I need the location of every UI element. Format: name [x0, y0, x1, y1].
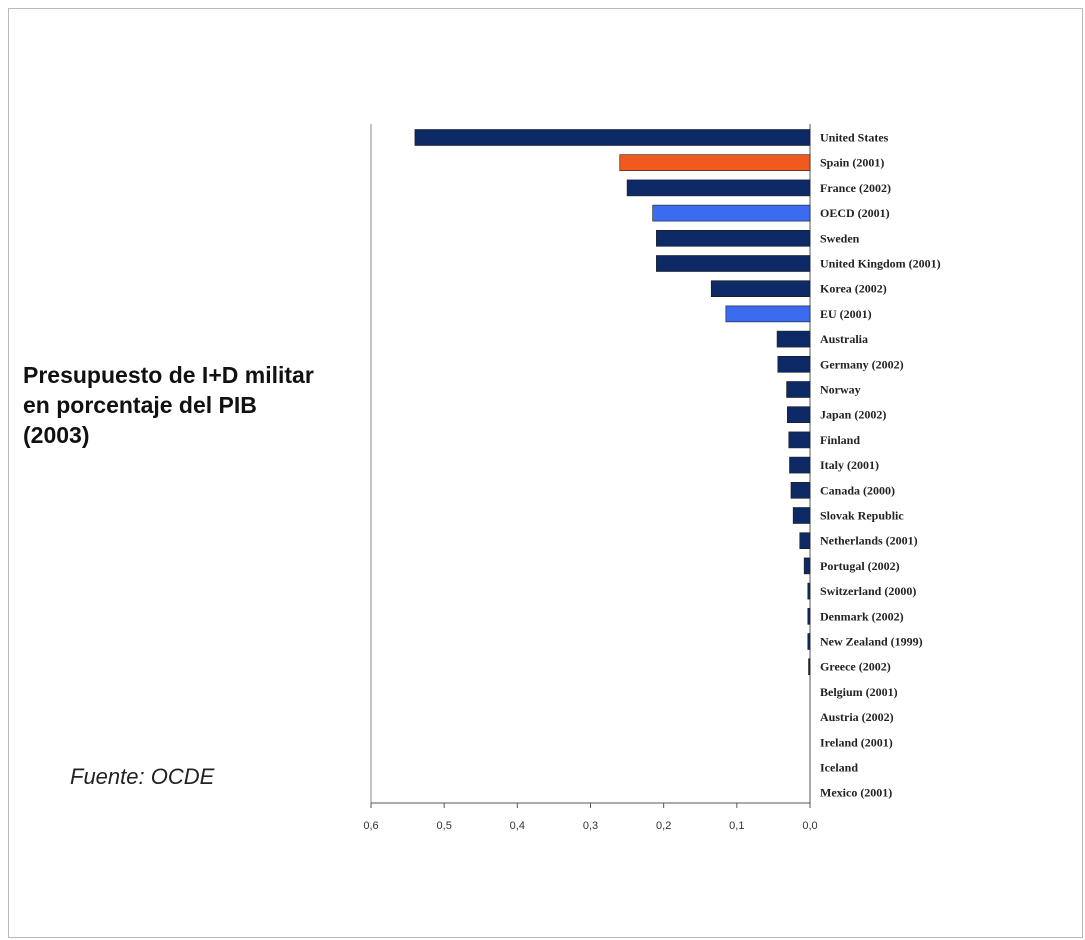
x-tick-label: 0,3	[583, 820, 598, 832]
title-line-1: Presupuesto de I+D militar	[23, 362, 314, 388]
category-label: Mexico (2001)	[820, 786, 892, 800]
category-label: Finland	[820, 433, 860, 447]
x-tick-label: 0,0	[802, 820, 817, 832]
chart-title: Presupuesto de I+D militar en porcentaje…	[23, 360, 383, 450]
category-label: Germany (2002)	[820, 357, 904, 371]
bar-netherlands-2001	[799, 532, 811, 550]
bar-italy-2001	[789, 456, 811, 474]
category-label: Sweden	[820, 231, 860, 245]
category-label: France (2002)	[820, 181, 891, 195]
title-line-3: (2003)	[23, 422, 90, 448]
category-label: Spain (2001)	[820, 156, 884, 170]
category-label: Belgium (2001)	[820, 685, 898, 699]
bar-finland	[788, 431, 811, 449]
category-label: Norway	[820, 383, 861, 397]
bar-japan-2002	[787, 406, 811, 424]
bar-germany-2002	[777, 355, 811, 373]
category-label: Japan (2002)	[820, 408, 886, 422]
category-label: Korea (2002)	[820, 282, 887, 296]
bar-canada-2000	[790, 481, 811, 499]
category-label: Portugal (2002)	[820, 559, 900, 573]
category-label: Netherlands (2001)	[820, 534, 918, 548]
bar-eu-2001	[725, 305, 811, 323]
tick-labels: 0,6 0,5 0,4 0,3 0,2 0,1 0,0	[363, 820, 817, 832]
category-label: Italy (2001)	[820, 458, 879, 472]
page-frame	[8, 8, 1083, 938]
category-label: Australia	[820, 332, 868, 346]
bar-greece-2002	[808, 658, 811, 676]
bar-portugal-2002	[803, 557, 811, 575]
category-label: United Kingdom (2001)	[820, 257, 941, 271]
bar-slovak-republic	[792, 507, 811, 524]
x-tick-label: 0,4	[510, 820, 525, 832]
chart-axes	[370, 124, 811, 808]
category-label: Slovak Republic	[820, 509, 904, 523]
bar-new-zealand-1999	[807, 633, 811, 650]
bar-switzerland-2000	[807, 582, 811, 600]
bar-australia	[776, 330, 811, 348]
category-label: New Zealand (1999)	[820, 635, 923, 649]
category-label: Canada (2000)	[820, 483, 895, 497]
bar-oecd-2001	[652, 204, 811, 222]
category-label: Austria (2002)	[820, 710, 894, 724]
source-note: Fuente: OCDE	[70, 764, 215, 789]
bar-norway	[786, 381, 811, 398]
category-label: EU (2001)	[820, 307, 872, 321]
bar-group	[414, 129, 811, 676]
bar-spain-2001	[619, 154, 811, 171]
bar-sweden	[656, 230, 811, 247]
bar-denmark-2002	[807, 607, 811, 625]
category-label: Greece (2002)	[820, 660, 891, 674]
x-tick-label: 0,1	[729, 820, 744, 832]
category-label: Iceland	[820, 761, 858, 775]
category-labels: United States Spain (2001) France (2002) OE…	[820, 131, 941, 800]
category-label: Denmark (2002)	[820, 609, 904, 623]
x-tick-label: 0,5	[437, 820, 452, 832]
category-label: OECD (2001)	[820, 206, 890, 220]
bar-united-kingdom-2001	[656, 255, 811, 272]
x-tick-label: 0,2	[656, 820, 671, 832]
bar-korea-2002	[710, 280, 811, 298]
bar-france-2002	[626, 179, 811, 197]
bar-united-states	[414, 129, 811, 146]
category-label: Switzerland (2000)	[820, 584, 916, 598]
title-line-2: en porcentaje del PIB	[23, 392, 257, 418]
x-tick-label: 0,6	[363, 820, 378, 832]
category-label: United States	[820, 131, 889, 145]
category-label: Ireland (2001)	[820, 735, 893, 749]
